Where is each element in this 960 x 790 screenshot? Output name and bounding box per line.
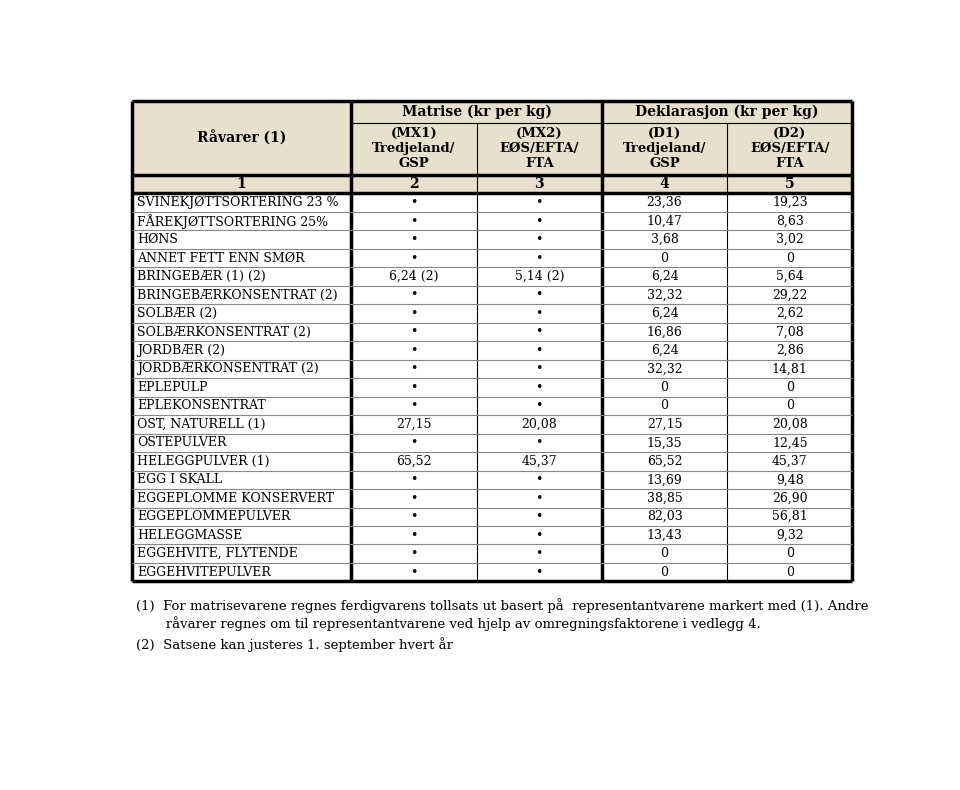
- Text: Deklarasjon (kr per kg): Deklarasjon (kr per kg): [636, 104, 819, 119]
- Text: 13,43: 13,43: [647, 529, 683, 542]
- Text: 0: 0: [660, 400, 668, 412]
- Text: •: •: [536, 492, 543, 505]
- Text: •: •: [536, 400, 543, 412]
- Text: •: •: [536, 288, 543, 302]
- Text: 0: 0: [785, 547, 794, 560]
- Text: (1)  For matrisevarene regnes ferdigvarens tollsats ut basert på  representantva: (1) For matrisevarene regnes ferdigvaren…: [135, 598, 868, 630]
- Text: •: •: [410, 307, 418, 320]
- Text: BRINGEBÆR (1) (2): BRINGEBÆR (1) (2): [137, 270, 266, 283]
- Text: OSTEPULVER: OSTEPULVER: [137, 436, 227, 450]
- Text: SOLBÆRKONSENTRAT (2): SOLBÆRKONSENTRAT (2): [137, 325, 311, 338]
- Text: 0: 0: [785, 251, 794, 265]
- Text: 27,15: 27,15: [396, 418, 432, 431]
- Text: (2)  Satsene kan justeres 1. september hvert år: (2) Satsene kan justeres 1. september hv…: [135, 637, 452, 652]
- Text: •: •: [536, 436, 543, 450]
- Text: •: •: [536, 325, 543, 338]
- Text: 82,03: 82,03: [647, 510, 683, 523]
- Text: HØNS: HØNS: [137, 233, 178, 246]
- Text: •: •: [536, 233, 543, 246]
- Text: 0: 0: [660, 547, 668, 560]
- Text: 0: 0: [660, 381, 668, 394]
- Text: •: •: [410, 233, 418, 246]
- Text: 5,64: 5,64: [776, 270, 804, 283]
- Text: BRINGEBÆRKONSENTRAT (2): BRINGEBÆRKONSENTRAT (2): [137, 288, 338, 302]
- Text: 23,36: 23,36: [647, 196, 683, 209]
- Text: ANNET FETT ENN SMØR: ANNET FETT ENN SMØR: [137, 251, 304, 265]
- Text: 9,48: 9,48: [776, 473, 804, 487]
- Text: 12,45: 12,45: [772, 436, 807, 450]
- Text: 5: 5: [785, 177, 795, 191]
- Text: (MX2)
EØS/EFTA/
FTA: (MX2) EØS/EFTA/ FTA: [499, 127, 579, 170]
- Text: 7,08: 7,08: [776, 325, 804, 338]
- Text: (D2)
EØS/EFTA/
FTA: (D2) EØS/EFTA/ FTA: [750, 127, 829, 170]
- Text: 6,24: 6,24: [651, 307, 679, 320]
- Text: 0: 0: [660, 566, 668, 579]
- Text: SOLBÆR (2): SOLBÆR (2): [137, 307, 217, 320]
- Text: •: •: [536, 215, 543, 228]
- Text: 6,24: 6,24: [651, 344, 679, 357]
- Text: •: •: [410, 547, 418, 560]
- Text: 32,32: 32,32: [647, 363, 683, 375]
- Text: EPLEKONSENTRAT: EPLEKONSENTRAT: [137, 400, 266, 412]
- Text: 0: 0: [785, 400, 794, 412]
- Text: FÅREKJØTTSORTERING 25%: FÅREKJØTTSORTERING 25%: [137, 213, 328, 228]
- Text: HELEGGMASSE: HELEGGMASSE: [137, 529, 242, 542]
- Text: 45,37: 45,37: [772, 455, 807, 468]
- Text: •: •: [536, 363, 543, 375]
- Text: •: •: [536, 196, 543, 209]
- Text: 1: 1: [237, 177, 247, 191]
- Text: •: •: [410, 400, 418, 412]
- Text: •: •: [410, 288, 418, 302]
- Text: •: •: [536, 547, 543, 560]
- Text: •: •: [410, 363, 418, 375]
- Text: •: •: [410, 381, 418, 394]
- Text: SVINEKJØTTSORTERING 23 %: SVINEKJØTTSORTERING 23 %: [137, 196, 339, 209]
- Text: •: •: [410, 325, 418, 338]
- Text: •: •: [536, 381, 543, 394]
- Text: Matrise (kr per kg): Matrise (kr per kg): [401, 104, 552, 119]
- Text: 6,24: 6,24: [651, 270, 679, 283]
- Text: •: •: [536, 307, 543, 320]
- Text: •: •: [536, 566, 543, 579]
- Text: •: •: [410, 473, 418, 487]
- Text: •: •: [410, 529, 418, 542]
- Text: 3,02: 3,02: [776, 233, 804, 246]
- Text: 20,08: 20,08: [521, 418, 557, 431]
- Text: 0: 0: [660, 251, 668, 265]
- Text: 0: 0: [785, 566, 794, 579]
- Text: EGG I SKALL: EGG I SKALL: [137, 473, 222, 487]
- Text: JORDBÆRKONSENTRAT (2): JORDBÆRKONSENTRAT (2): [137, 363, 319, 375]
- Text: HELEGGPULVER (1): HELEGGPULVER (1): [137, 455, 270, 468]
- Text: •: •: [410, 510, 418, 523]
- Text: •: •: [410, 492, 418, 505]
- Text: •: •: [410, 196, 418, 209]
- Text: EGGEPLOMME KONSERVERT: EGGEPLOMME KONSERVERT: [137, 492, 334, 505]
- Text: •: •: [536, 473, 543, 487]
- Text: •: •: [536, 344, 543, 357]
- Text: JORDBÆR (2): JORDBÆR (2): [137, 344, 225, 357]
- Text: •: •: [536, 510, 543, 523]
- Text: 26,90: 26,90: [772, 492, 807, 505]
- Text: Råvarer (1): Råvarer (1): [197, 130, 286, 145]
- Text: 2,86: 2,86: [776, 344, 804, 357]
- Text: 14,81: 14,81: [772, 363, 807, 375]
- Text: •: •: [410, 215, 418, 228]
- Text: 6,24 (2): 6,24 (2): [390, 270, 439, 283]
- Text: 45,37: 45,37: [521, 455, 557, 468]
- Text: •: •: [536, 251, 543, 265]
- Text: 65,52: 65,52: [396, 455, 432, 468]
- Text: •: •: [410, 436, 418, 450]
- Text: 5,14 (2): 5,14 (2): [515, 270, 564, 283]
- Text: 16,86: 16,86: [647, 325, 683, 338]
- Text: •: •: [410, 566, 418, 579]
- Text: 2: 2: [409, 177, 419, 191]
- Text: 38,85: 38,85: [647, 492, 683, 505]
- Text: 9,32: 9,32: [776, 529, 804, 542]
- Text: 19,23: 19,23: [772, 196, 807, 209]
- Text: 0: 0: [785, 381, 794, 394]
- Text: 3,68: 3,68: [651, 233, 679, 246]
- Text: 56,81: 56,81: [772, 510, 807, 523]
- Text: EPLEPULP: EPLEPULP: [137, 381, 207, 394]
- Text: OST, NATURELL (1): OST, NATURELL (1): [137, 418, 266, 431]
- Text: 3: 3: [535, 177, 544, 191]
